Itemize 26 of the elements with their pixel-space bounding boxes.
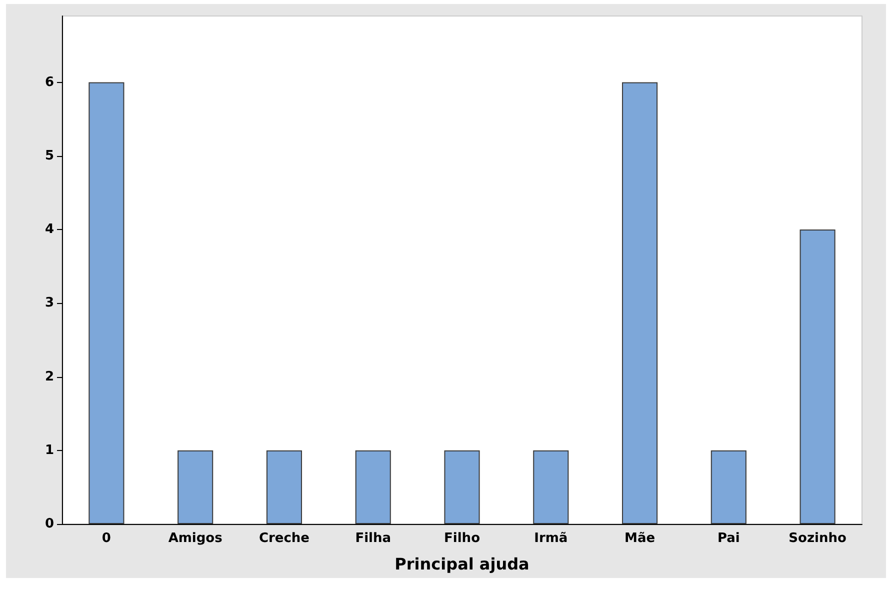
x-axis-title: Principal ajuda (394, 554, 530, 574)
bar (800, 230, 836, 524)
y-tick-label: 3 (44, 296, 54, 311)
y-tick-label: 6 (44, 74, 54, 90)
x-tick-label: Filho (444, 531, 480, 546)
x-tick-label: 0 (102, 531, 111, 546)
bar (266, 450, 302, 524)
x-tick-label: Sozinho (788, 531, 846, 546)
y-tick-label: 2 (44, 369, 54, 384)
bar (710, 450, 746, 524)
bar (533, 450, 569, 524)
x-tick-label: Creche (258, 531, 310, 546)
bar (88, 82, 124, 524)
x-tick-label: Pai (717, 531, 740, 546)
y-tick-label: 1 (44, 442, 54, 458)
x-tick-label: Irmã (534, 531, 568, 546)
bar (444, 450, 480, 524)
y-tick-label: 0 (44, 516, 54, 532)
bar (622, 82, 658, 524)
y-tick-label: 4 (44, 222, 54, 238)
x-tick-label: Filha (355, 531, 392, 546)
x-tick-label: Mãe (624, 531, 656, 546)
x-tick-label: Amigos (168, 531, 223, 546)
y-tick-label: 5 (44, 148, 54, 164)
bar (178, 450, 214, 524)
bar (355, 450, 391, 524)
